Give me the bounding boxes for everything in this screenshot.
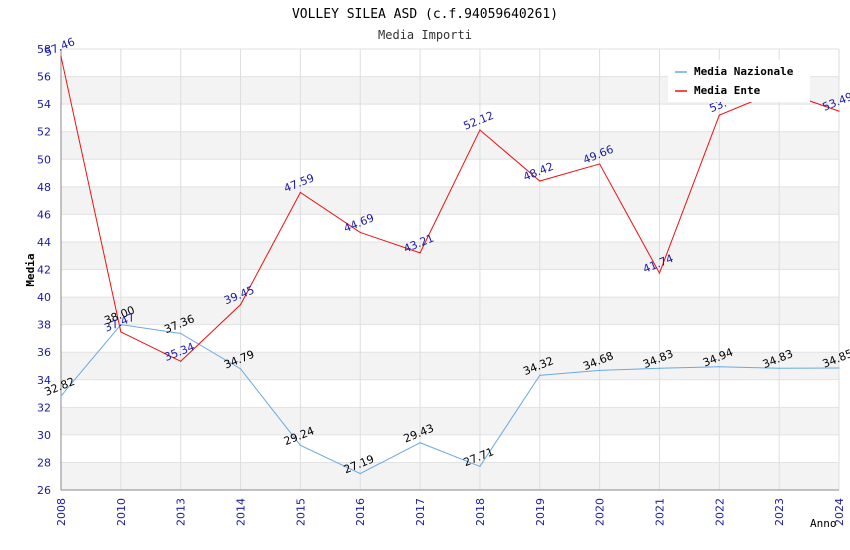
y-tick-label: 34 — [37, 374, 51, 387]
data-point — [838, 110, 840, 112]
series-lines — [60, 55, 840, 475]
x-tick-label: 2016 — [354, 498, 367, 526]
plot-band — [61, 241, 839, 270]
data-point — [299, 191, 301, 194]
chart-title: VOLLEY SILEA ASD (c.f.94059640261) — [292, 7, 558, 22]
data-point — [180, 360, 182, 362]
plot-band — [61, 214, 839, 242]
x-tick-label: 2015 — [294, 498, 307, 526]
data-point — [479, 465, 481, 468]
y-tick-label: 42 — [37, 264, 51, 277]
y-tick-label: 58 — [37, 43, 51, 56]
data-point — [479, 129, 481, 131]
y-tick-label: 40 — [37, 291, 51, 304]
data-point — [60, 395, 62, 397]
plot-band — [61, 407, 839, 435]
y-tick-label: 54 — [37, 98, 51, 111]
plot-band — [61, 269, 839, 298]
x-axis-label: Anno — [810, 517, 837, 530]
x-tick-label: 2014 — [235, 498, 248, 526]
y-tick-label: 36 — [37, 346, 51, 359]
y-tick-labels: 26 28 30 32 34 36 38 40 42 44 46 48 50 52 54 56 58 — [37, 43, 51, 497]
y-tick-label: 30 — [37, 429, 51, 442]
x-tick-label: 2008 — [55, 498, 68, 526]
data-point — [120, 324, 122, 326]
plot-bands — [61, 49, 839, 490]
plot-band — [61, 297, 839, 325]
plot-band — [61, 434, 839, 463]
axes — [60, 49, 839, 491]
y-tick-label: 38 — [37, 319, 51, 332]
data-point — [718, 366, 720, 368]
x-tick-label: 2010 — [115, 498, 128, 526]
x-tick-label: 2021 — [653, 498, 666, 526]
plot-band — [61, 159, 839, 187]
y-tick-label: 48 — [37, 181, 51, 194]
y-axis-label: Media — [24, 253, 37, 286]
data-point — [239, 368, 242, 370]
legend-box — [668, 60, 810, 102]
series-line-media-ente — [60, 56, 840, 362]
data-point — [838, 367, 840, 369]
data-point — [359, 231, 361, 234]
data-point — [658, 272, 661, 274]
plot-band — [61, 131, 839, 160]
x-tick-label: 2018 — [474, 498, 487, 526]
plot-band — [61, 462, 839, 490]
x-tick-label: 2020 — [594, 498, 607, 526]
y-tick-label: 50 — [37, 153, 51, 166]
x-tick-label: 2019 — [534, 498, 547, 526]
data-point — [299, 444, 301, 446]
plot-band — [61, 104, 839, 132]
x-tick-label: 2023 — [773, 498, 786, 526]
x-tick-labels: 2008 2010 2013 2014 2015 2016 2017 2018 2019 2020… — [55, 498, 846, 526]
legend: Media Nazionale Media Ente — [668, 60, 810, 102]
plot-band — [61, 352, 839, 380]
data-point — [718, 114, 720, 116]
x-tick-label: 2024 — [833, 498, 846, 526]
y-tick-label: 46 — [37, 208, 51, 221]
plot-band — [61, 324, 839, 353]
data-point — [658, 367, 661, 369]
grid-lines — [60, 48, 840, 491]
y-tick-label: 28 — [37, 456, 51, 469]
y-tick-label: 52 — [37, 126, 51, 139]
y-tick-label: 32 — [37, 401, 51, 414]
data-point — [539, 374, 541, 376]
data-point — [599, 163, 601, 165]
y-tick-label: 26 — [37, 484, 51, 497]
x-tick-label: 2022 — [713, 498, 726, 526]
data-point — [60, 55, 62, 58]
data-point — [539, 180, 541, 182]
data-point — [120, 331, 122, 333]
y-tick-label: 44 — [37, 236, 51, 249]
data-point — [359, 473, 361, 475]
data-point — [599, 369, 601, 371]
x-tick-label: 2017 — [414, 498, 427, 526]
x-tick-label: 2013 — [175, 498, 188, 526]
plot-band — [61, 379, 839, 408]
chart-subtitle: Media Importi — [378, 28, 472, 42]
data-point — [419, 442, 421, 444]
series-line-media-nazionale — [60, 324, 840, 475]
legend-label-media-ente: Media Ente — [694, 84, 761, 97]
data-point — [419, 252, 421, 254]
data-point — [778, 367, 780, 369]
y-tick-label: 56 — [37, 71, 51, 84]
data-point — [180, 332, 182, 335]
legend-label-media-nazionale: Media Nazionale — [694, 65, 794, 78]
data-point — [239, 304, 242, 306]
